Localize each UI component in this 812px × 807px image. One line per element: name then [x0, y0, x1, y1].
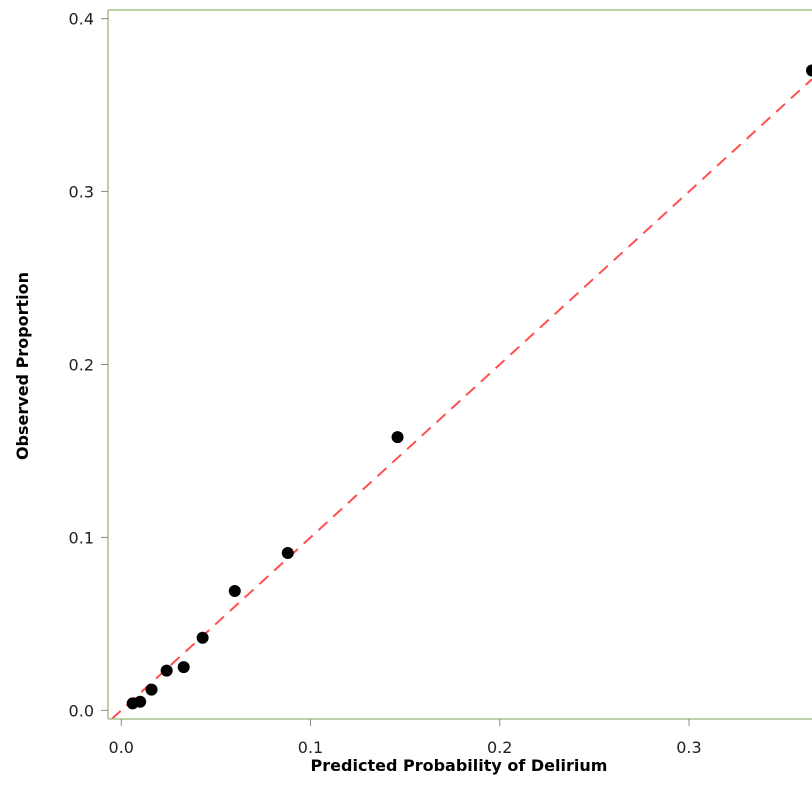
x-axis: 0.0 0.1 0.2 0.3: [109, 719, 702, 757]
data-point: [134, 695, 147, 708]
data-point: [177, 661, 190, 674]
x-tick-label: 0.2: [487, 738, 512, 757]
x-tick-label: 0.1: [298, 738, 323, 757]
data-point: [391, 431, 404, 444]
x-tick-label: 0.0: [109, 738, 134, 757]
y-axis-title: Observed Proportion: [13, 272, 32, 460]
y-tick-label: 0.0: [69, 701, 94, 720]
data-points: [126, 64, 812, 710]
y-tick-label: 0.1: [69, 528, 94, 547]
x-tick-label: 0.3: [676, 738, 701, 757]
y-tick-label: 0.3: [69, 183, 94, 202]
x-axis-title: Predicted Probability of Delirium: [311, 756, 608, 775]
y-tick-label: 0.4: [69, 10, 94, 29]
y-tick-label: 0.2: [69, 356, 94, 375]
data-point: [196, 631, 209, 644]
plot-frame: [107, 9, 812, 720]
reference-line-layer: [111, 78, 812, 720]
y-axis: 0.0 0.1 0.2 0.3 0.4: [69, 10, 108, 720]
data-point: [145, 683, 158, 696]
data-point: [281, 546, 294, 559]
data-point: [806, 64, 812, 77]
data-point: [160, 664, 173, 677]
data-point: [228, 585, 241, 598]
reference-line-y-equals-x: [111, 78, 812, 720]
